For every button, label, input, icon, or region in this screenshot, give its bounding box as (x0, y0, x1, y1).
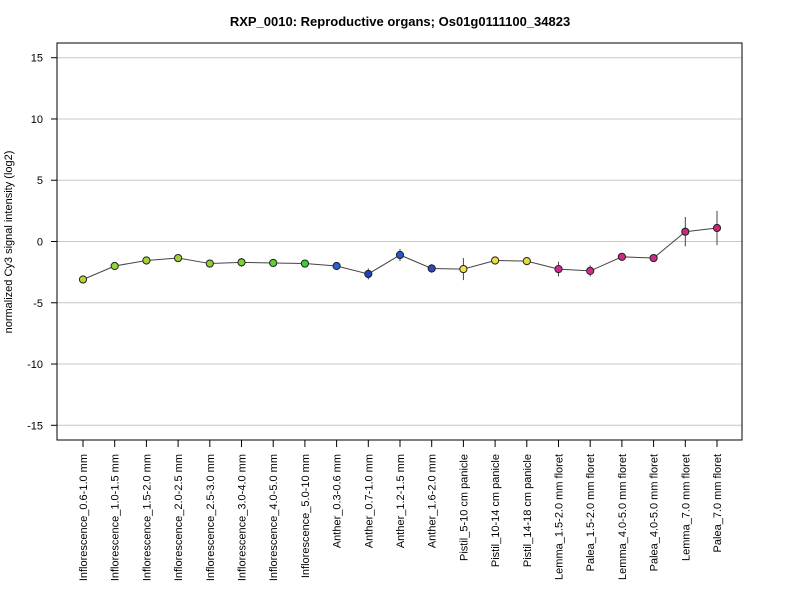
x-axis: Inflorescence_0.6-1.0 mm Inflorescence_1.… (78, 440, 724, 581)
data-point (300, 259, 309, 268)
x-tick-label: Lemma_7.0 mm floret (680, 454, 692, 561)
x-tick-label: Lemma_4.0-5.0 mm floret (617, 454, 629, 580)
x-tick-label: Inflorescence_1.5-2.0 mm (141, 454, 153, 581)
chart-title: RXP_0010: Reproductive organs; Os01g0111… (230, 14, 570, 29)
x-tick-label: Pistil_14-18 cm panicle (522, 454, 534, 567)
gridlines (57, 57, 742, 426)
y-tick-label: 0 (37, 237, 43, 249)
data-point (78, 275, 88, 284)
x-tick-label: Palea_7.0 mm floret (712, 454, 724, 552)
y-tick-label: 15 (31, 53, 43, 65)
data-point (459, 264, 468, 274)
x-tick-label: Anther_0.3-0.6 mm (332, 454, 344, 548)
data-point (142, 256, 151, 265)
data-point (617, 252, 627, 261)
data-point (395, 250, 405, 260)
x-tick-label: Inflorescence_0.6-1.0 mm (78, 454, 90, 581)
data-point (586, 266, 595, 276)
y-tick-label: -10 (27, 359, 43, 371)
y-tick-label: -5 (33, 298, 43, 310)
data-point (237, 258, 246, 267)
x-tick-label: Inflorescence_2.5-3.0 mm (205, 454, 217, 581)
data-point (269, 258, 278, 268)
x-tick-label: Anther_1.6-2.0 mm (427, 454, 439, 548)
data-point (110, 261, 119, 271)
x-tick-label: Pistil_5-10 cm panicle (458, 454, 470, 561)
data-point (174, 253, 183, 263)
y-tick-label: -15 (27, 420, 43, 432)
x-tick-label: Inflorescence_3.0-4.0 mm (237, 454, 249, 581)
x-tick-label: Inflorescence_1.0-1.5 mm (110, 454, 122, 581)
data-point (712, 223, 722, 233)
x-tick-label: Lemma_1.5-2.0 mm floret (554, 454, 566, 580)
x-tick-label: Palea_1.5-2.0 mm floret (585, 454, 597, 571)
x-tick-label: Anther_0.7-1.0 mm (363, 454, 375, 548)
y-tick-label: 5 (37, 175, 43, 187)
x-tick-label: Palea_4.0-5.0 mm floret (649, 454, 661, 571)
data-point (554, 264, 563, 274)
series (78, 210, 722, 284)
x-tick-label: Inflorescence_5.0-10 mm (300, 454, 312, 578)
data-point (491, 256, 500, 265)
y-axis: -15 -10 -5 0 5 10 15 (27, 53, 57, 432)
x-tick-label: Inflorescence_2.0-2.5 mm (173, 454, 185, 581)
x-tick-label: Inflorescence_4.0-5.0 mm (268, 454, 280, 581)
data-point (649, 253, 658, 263)
data-point (681, 227, 690, 236)
data-point (522, 257, 531, 266)
data-point (364, 269, 373, 279)
y-axis-label: normalized Cy3 signal intensity (log2) (3, 151, 15, 334)
y-tick-label: 10 (31, 114, 43, 126)
x-tick-label: Anther_1.2-1.5 mm (395, 454, 407, 548)
data-point (332, 261, 341, 271)
x-tick-label: Pistil_10-14 cm panicle (490, 454, 502, 567)
data-point (427, 264, 436, 273)
data-point (205, 259, 214, 268)
